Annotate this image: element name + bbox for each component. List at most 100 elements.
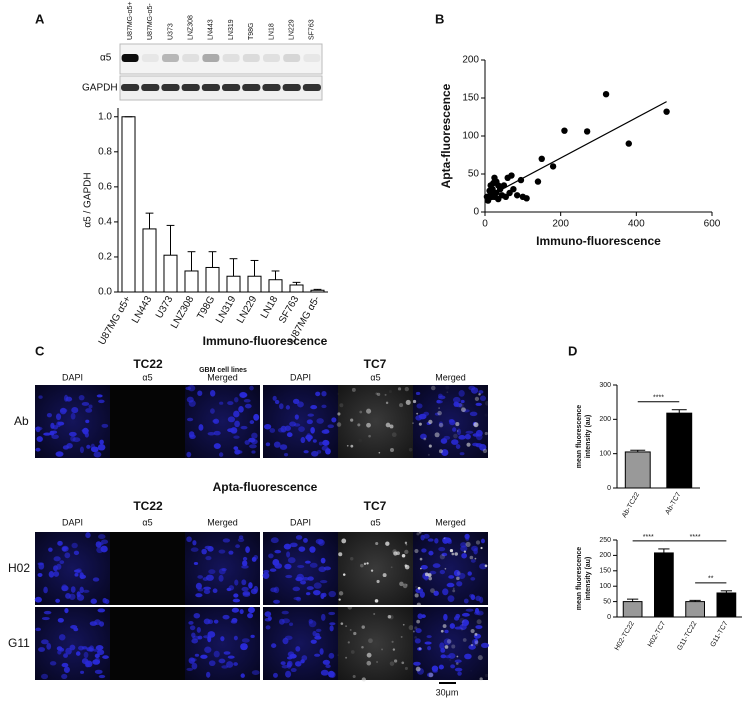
y-tick-label: 0.8: [98, 146, 112, 157]
y-tick-label: 50: [468, 169, 480, 180]
signal: [352, 674, 356, 678]
nucleus: [442, 588, 449, 596]
error-bar: [720, 590, 732, 593]
channel-label: DAPI: [290, 517, 311, 527]
nucleus: [41, 616, 50, 621]
signal: [345, 625, 347, 627]
nucleus: [438, 421, 443, 427]
signal: [346, 444, 349, 447]
nucleus: [469, 593, 475, 598]
bar: [205, 266, 220, 293]
band: [283, 54, 301, 62]
signal: [415, 666, 421, 672]
nucleus: [297, 564, 305, 568]
signal: [384, 393, 387, 396]
micrograph-detail: [337, 604, 414, 682]
nucleus: [90, 446, 99, 453]
bar: [247, 275, 262, 293]
nucleus: [274, 549, 282, 554]
nucleus: [240, 425, 248, 430]
y-tick-label: 1.0: [98, 111, 112, 122]
nucleus: [245, 546, 250, 554]
micrograph: [110, 607, 185, 680]
nucleus: [434, 538, 439, 544]
nucleus: [468, 385, 476, 391]
nucleus: [470, 559, 476, 563]
nucleus: [79, 586, 84, 594]
signal: [454, 552, 458, 556]
nucleus: [195, 593, 203, 598]
nucleus: [315, 632, 320, 638]
signal: [424, 572, 429, 577]
nucleus: [303, 450, 309, 454]
nucleus: [187, 384, 196, 392]
channel-label: α5: [370, 372, 380, 382]
signal: [430, 385, 436, 391]
signal: [392, 648, 396, 651]
y-tick-label: 200: [599, 552, 611, 559]
nucleus: [55, 451, 64, 457]
nucleus: [233, 446, 239, 451]
nucleus: [83, 651, 89, 659]
nucleus: [281, 610, 289, 615]
signal: [470, 643, 474, 647]
nucleus: [271, 643, 277, 648]
nucleus: [79, 446, 84, 454]
nucleus: [459, 452, 465, 456]
nucleus: [453, 401, 460, 407]
nucleus: [310, 404, 318, 410]
nucleus: [292, 586, 301, 592]
x-tick-label: LN18: [259, 294, 281, 321]
nucleus: [320, 669, 329, 676]
nucleus: [213, 430, 221, 436]
nucleus: [80, 670, 85, 674]
nucleus: [227, 401, 234, 406]
nucleus: [210, 408, 215, 414]
nucleus: [99, 439, 104, 445]
nucleus: [454, 667, 463, 672]
signal: [408, 447, 413, 452]
nucleus: [314, 653, 321, 657]
nucleus: [438, 547, 446, 552]
nucleus: [464, 653, 472, 660]
nucleus: [464, 533, 470, 540]
nucleus: [434, 412, 440, 416]
signal: [456, 576, 460, 581]
signal: [370, 569, 374, 572]
nucleus: [57, 540, 63, 546]
nucleus: [460, 399, 465, 404]
signal: [478, 393, 481, 396]
signal: [375, 392, 378, 395]
nucleus: [244, 440, 250, 445]
signal: [456, 571, 461, 576]
significance-label: **: [708, 576, 714, 583]
nucleus: [37, 562, 44, 566]
signal: [480, 546, 483, 550]
signal: [353, 631, 357, 636]
signal: [350, 418, 354, 422]
nucleus: [420, 565, 428, 570]
signal: [484, 413, 487, 416]
nucleus: [49, 430, 55, 436]
signal: [484, 431, 488, 436]
nucleus: [274, 399, 280, 405]
signal: [404, 386, 409, 392]
bar: [268, 279, 283, 293]
nucleus: [233, 593, 239, 598]
signal: [358, 439, 362, 443]
nucleus: [98, 674, 106, 679]
bar: [685, 601, 705, 618]
signal: [470, 628, 475, 634]
signal: [461, 407, 466, 413]
nucleus: [461, 619, 470, 627]
signal: [340, 622, 344, 625]
nucleus: [269, 428, 276, 433]
signal: [428, 672, 434, 678]
nucleus: [286, 551, 291, 558]
nucleus: [472, 433, 480, 437]
significance-label: ****: [690, 534, 701, 541]
nucleus: [331, 417, 337, 423]
nucleus: [102, 597, 107, 604]
nucleus: [186, 396, 194, 403]
nucleus: [239, 609, 244, 615]
